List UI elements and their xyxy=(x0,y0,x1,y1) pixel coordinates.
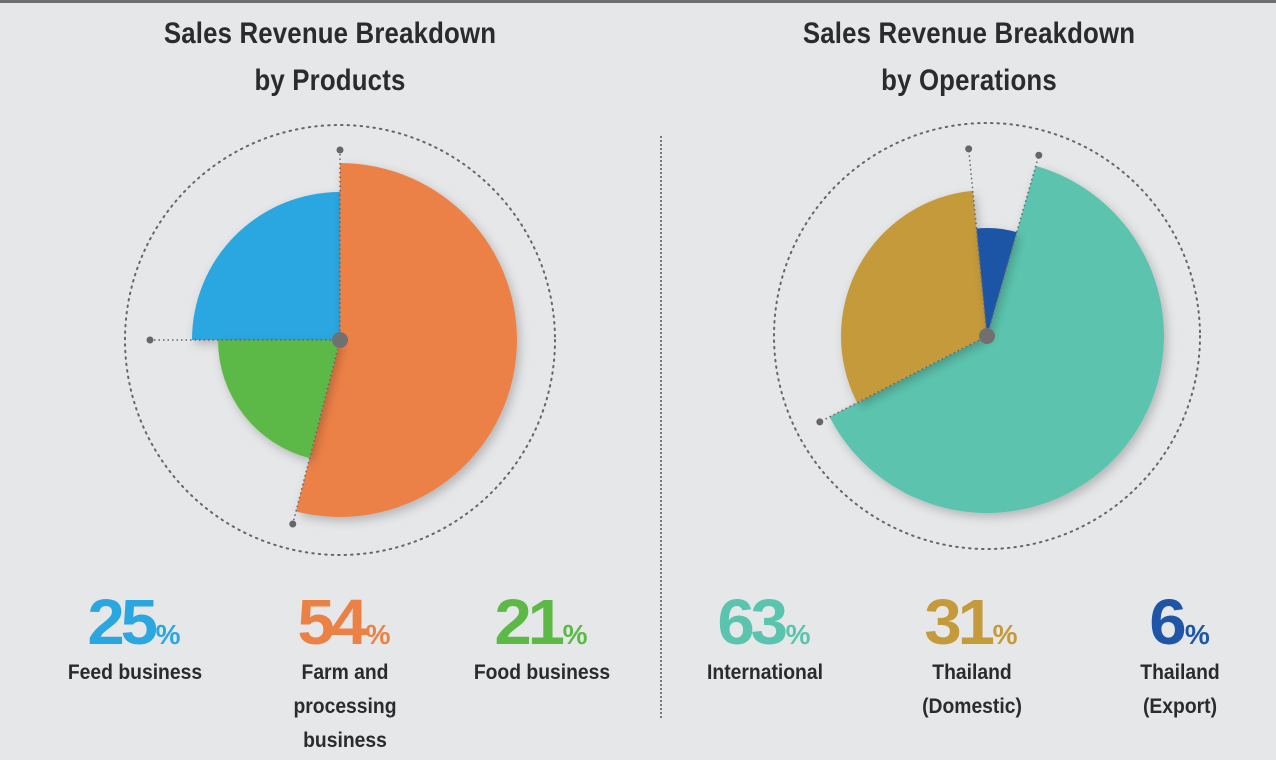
international-percent: % xyxy=(785,619,811,650)
products-title-line-2: by Products xyxy=(254,64,406,97)
food-business-label: Food business xyxy=(473,661,611,684)
products-title-line-1: Sales Revenue Breakdown xyxy=(163,17,497,50)
thailand-domestic-label-line-1: Thailand xyxy=(932,661,1012,684)
thailand-export-value: 6 xyxy=(1149,586,1186,658)
products-pie-chart xyxy=(124,124,556,556)
thailand-export-percent: % xyxy=(1184,619,1210,650)
leader-dot xyxy=(146,336,154,344)
stat-thailand-export: 6% Thailand (Export) xyxy=(1100,586,1260,724)
feed-business-percent: % xyxy=(155,619,181,650)
food-business-value: 21 xyxy=(494,586,566,658)
feed-business-label: Feed business xyxy=(67,661,203,684)
thailand-domestic-label-line-2: (Domestic) xyxy=(922,695,1022,718)
slice-thailand-export xyxy=(976,228,1017,336)
stat-feed-business: 25% Feed business xyxy=(55,586,215,690)
feed-business-value: 25 xyxy=(87,586,159,658)
thailand-export-label: Thailand (Export) xyxy=(1106,656,1253,724)
farm-processing-label-line-1: Farm and xyxy=(301,661,389,684)
panel-divider xyxy=(660,136,662,718)
dotted-ring xyxy=(124,124,556,556)
farm-processing-label-line-3: business xyxy=(303,729,387,752)
leader-dot xyxy=(336,146,344,154)
dotted-ring xyxy=(773,122,1201,550)
leader-line xyxy=(292,339,341,525)
stat-international: 63% International xyxy=(685,586,845,690)
slice-thailand-domestic xyxy=(841,190,987,403)
farm-processing-label: Farm and processing business xyxy=(271,656,418,758)
pie-center-dot xyxy=(979,328,995,344)
operations-title-line-1: Sales Revenue Breakdown xyxy=(802,17,1136,50)
stat-thailand-domestic: 31% Thailand (Domestic) xyxy=(892,586,1052,724)
thailand-export-label-line-1: Thailand xyxy=(1140,661,1220,684)
slice-feed-business xyxy=(192,192,340,340)
stat-farm-processing: 54% Farm and processing business xyxy=(265,586,425,758)
slice-farm-and-processing-business xyxy=(295,163,517,517)
thailand-export-label-line-2: (Export) xyxy=(1142,695,1218,718)
operations-title-line-2: by Operations xyxy=(881,64,1057,97)
operations-panel: Sales Revenue Breakdown by Operations 63… xyxy=(662,0,1276,760)
leader-dot xyxy=(289,520,297,528)
operations-chart-title: Sales Revenue Breakdown by Operations xyxy=(705,10,1233,104)
pie-center-dot xyxy=(332,332,348,348)
farm-processing-label-line-2: processing xyxy=(293,695,397,718)
thailand-domestic-label: Thailand (Domestic) xyxy=(898,656,1045,724)
products-chart-title: Sales Revenue Breakdown by Products xyxy=(46,10,614,104)
international-value: 63 xyxy=(717,586,789,658)
products-panel: Sales Revenue Breakdown by Products 25% … xyxy=(46,10,622,758)
food-business-percent: % xyxy=(562,619,588,650)
slice-international xyxy=(829,165,1164,514)
leader-dot xyxy=(965,145,973,153)
farm-processing-value: 54 xyxy=(297,586,369,658)
slice-food-business xyxy=(217,340,340,459)
operations-pie-chart xyxy=(773,122,1201,550)
top-border xyxy=(0,0,1276,3)
leader-dot xyxy=(1035,151,1043,159)
leader-dot xyxy=(816,418,824,426)
international-label: International xyxy=(707,661,823,684)
stat-food-business: 21% Food business xyxy=(462,586,622,690)
thailand-domestic-percent: % xyxy=(992,619,1018,650)
thailand-domestic-value: 31 xyxy=(924,586,996,658)
farm-processing-percent: % xyxy=(365,619,391,650)
